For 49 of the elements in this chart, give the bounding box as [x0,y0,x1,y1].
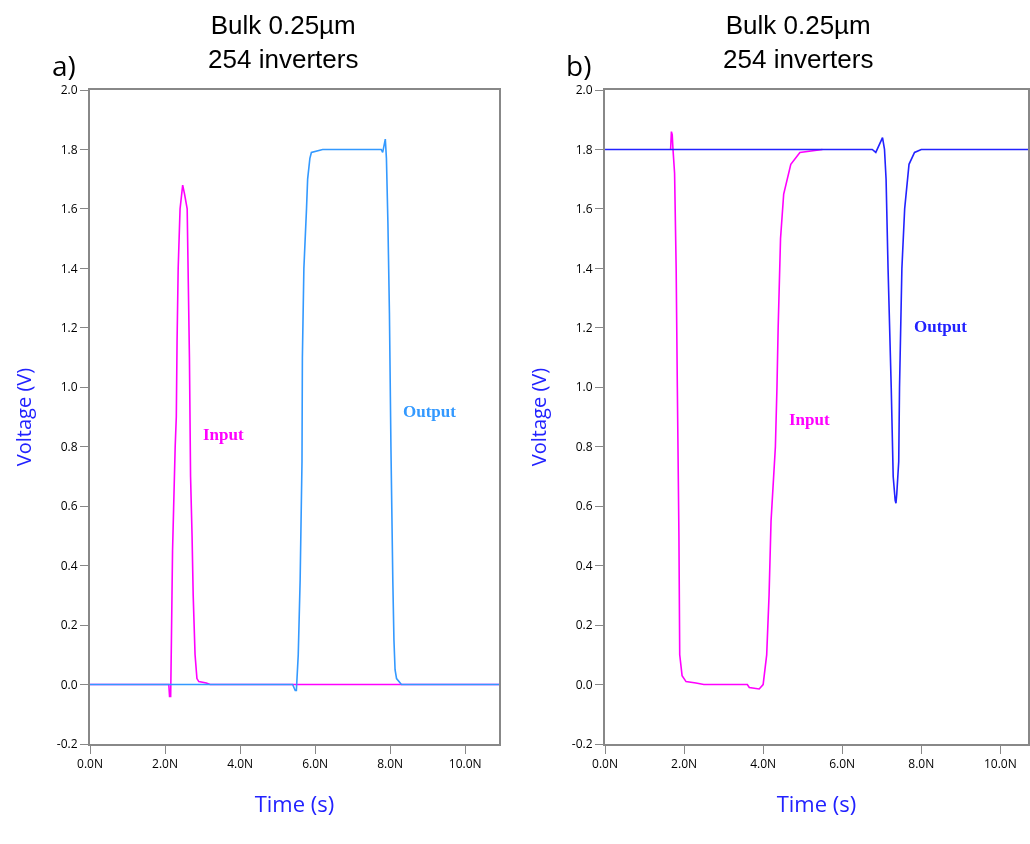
y-tick-label: 1.2 [575,319,593,337]
x-tick-label: 2.0N [671,755,698,773]
y-tick-label: 0.8 [575,437,593,455]
x-tick-label: 6.0N [829,755,856,773]
y-tick-label: -0.2 [56,735,78,753]
x-tick-label: 10.0N [983,755,1017,773]
y-tick-label: 2.0 [575,81,593,99]
series-label: Input [789,410,830,429]
x-tick-label: 0.0N [77,755,103,773]
x-tick-label: 10.0N [448,755,482,773]
y-tick-label: 0.0 [60,675,78,693]
x-tick-label: 4.0N [227,755,254,773]
y-tick-label: 0.2 [575,616,593,634]
y-tick-label: 1.8 [60,140,78,158]
x-tick-label: 0.0N [592,755,618,773]
y-tick-label: 0.8 [60,437,78,455]
series-label: Output [914,317,968,336]
y-tick-label: 2.0 [60,81,78,99]
series-label: Input [203,425,244,444]
y-tick-label: 1.4 [60,259,78,277]
x-axis-title: Time (s) [254,787,335,818]
y-tick-label: 1.6 [60,200,78,218]
y-tick-label: 0.6 [575,497,593,515]
y-tick-label: 1.0 [575,378,593,396]
y-tick-label: -0.2 [571,735,593,753]
y-tick-label: 0.4 [60,556,78,574]
y-axis-title: Voltage (V) [524,367,552,467]
x-tick-label: 2.0N [152,755,179,773]
x-tick-label: 8.0N [908,755,935,773]
x-axis-title: Time (s) [776,787,857,818]
y-tick-label: 1.8 [575,140,593,158]
y-tick-label: 1.4 [575,259,593,277]
x-tick-label: 4.0N [750,755,777,773]
y-tick-label: 1.0 [60,378,78,396]
chart-title: Bulk 0.25µm 254 inverters [723,9,874,74]
text: b) [566,46,592,84]
x-tick-label: 8.0N [377,755,404,773]
y-tick-label: 0.4 [575,556,593,574]
y-tick-label: 1.2 [60,319,78,337]
y-tick-label: 0.6 [60,497,78,515]
line-series [605,136,1028,505]
y-tick-label: 0.0 [575,675,593,693]
x-tick-label: 6.0N [302,755,329,773]
y-tick-label: 1.6 [575,200,593,218]
text: a) [52,46,76,84]
series-label: Output [403,402,457,421]
chart-title: Bulk 0.25µm 254 inverters [208,9,359,74]
y-tick-label: 0.2 [60,616,78,634]
y-axis-title: Voltage (V) [9,367,37,467]
